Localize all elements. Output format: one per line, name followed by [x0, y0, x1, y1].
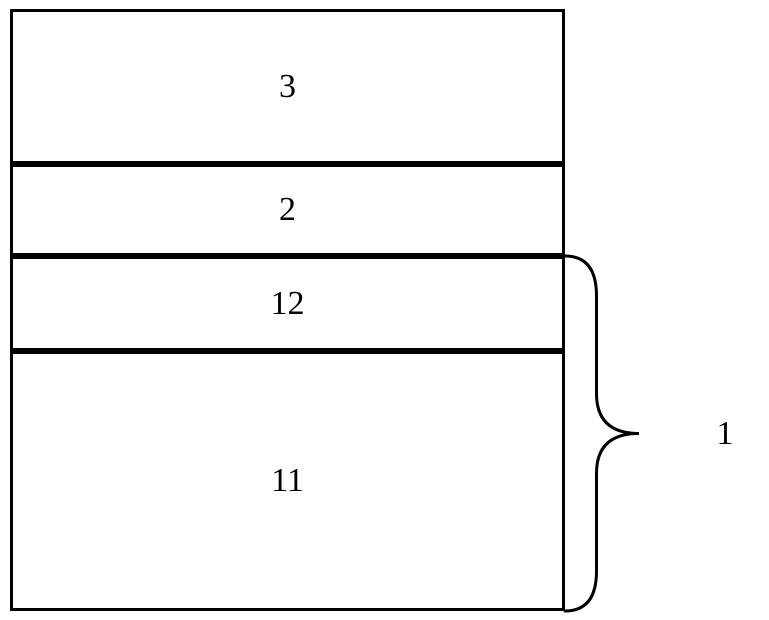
brace-label-text: 1 [717, 415, 734, 453]
brace-path [565, 256, 639, 611]
diagram-canvas: 321211 1 [0, 0, 769, 620]
grouping-brace [0, 0, 769, 620]
brace-label: 1 [700, 400, 750, 468]
